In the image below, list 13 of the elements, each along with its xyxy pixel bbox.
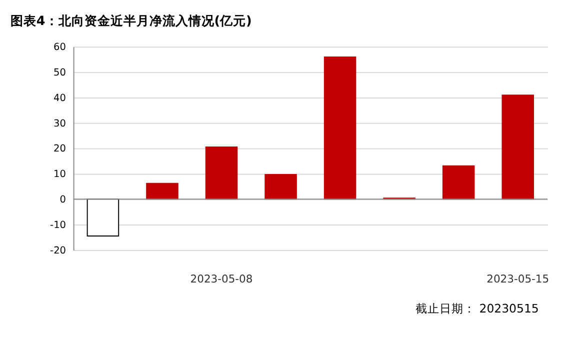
y-tick-label: 10 [54,169,66,180]
chart-title: 图表4：北向资金近半月净流入情况(亿元) [10,13,252,28]
y-tick-label: 20 [54,144,66,155]
x-tick-label: 2023-05-08 [190,272,253,286]
x-tick-label: 2023-05-15 [486,272,550,286]
y-tick-label: 50 [54,67,66,78]
y-tick-label: -20 [50,245,66,256]
y-tick-label: 30 [54,118,66,130]
y-tick-label: 0 [60,194,66,206]
y-tick-label: 60 [54,42,66,54]
y-tick-label: 40 [54,92,66,104]
text: 截止日期： 20230515 [416,302,539,316]
y-tick-label: -10 [50,220,66,231]
